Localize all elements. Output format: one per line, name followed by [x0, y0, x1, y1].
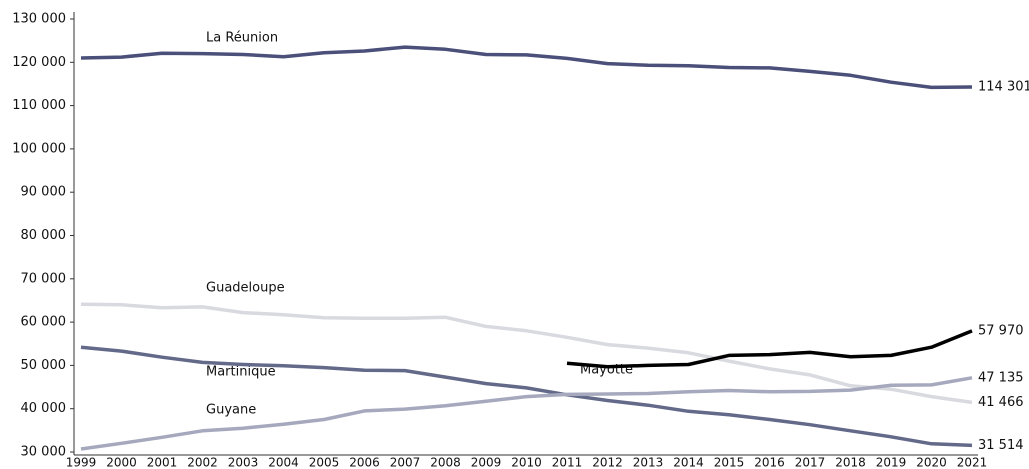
x-tick-label: 2020 — [916, 456, 947, 469]
series-label: Guadeloupe — [206, 281, 285, 296]
series-label: La Réunion — [206, 31, 278, 46]
series-line — [80, 45, 973, 90]
end-value-label: 31 514 — [978, 438, 1024, 453]
y-tick-label: 30 000 — [21, 445, 67, 460]
x-tick-label: 2002 — [187, 456, 218, 469]
end-value-label: 57 970 — [978, 323, 1024, 338]
x-tick-label: 2013 — [633, 456, 664, 469]
x-tick-label: 2016 — [754, 456, 785, 469]
x-tick-label: 2000 — [106, 456, 137, 469]
y-tick-label: 100 000 — [12, 141, 66, 156]
x-tick-label: 2014 — [673, 456, 704, 469]
series-line — [566, 329, 973, 369]
x-tick-label: 2001 — [147, 456, 178, 469]
end-value-label: 41 466 — [978, 395, 1024, 410]
y-tick-label: 130 000 — [12, 12, 66, 27]
y-tick-label: 110 000 — [12, 98, 66, 113]
y-tick-label: 80 000 — [21, 228, 67, 243]
x-tick-label: 1999 — [66, 456, 97, 469]
y-tick-label: 120 000 — [12, 55, 66, 70]
y-tick-label: 40 000 — [21, 401, 67, 416]
y-tick-label: 60 000 — [21, 315, 67, 330]
series-line — [80, 302, 973, 405]
x-tick-label: 2004 — [268, 456, 299, 469]
y-tick-label: 70 000 — [21, 271, 67, 286]
y-tick-label: 90 000 — [21, 185, 67, 200]
x-tick-label: 2019 — [876, 456, 907, 469]
x-tick-label: 2007 — [390, 456, 421, 469]
y-tick-label: 50 000 — [21, 358, 67, 373]
x-tick-label: 2021 — [957, 456, 988, 469]
series-label: Martinique — [206, 365, 276, 380]
x-tick-label: 2003 — [228, 456, 259, 469]
x-tick-label: 2006 — [349, 456, 380, 469]
series-label: Guyane — [206, 403, 256, 418]
x-tick-label: 2011 — [552, 456, 583, 469]
end-value-label: 114 301 — [978, 79, 1029, 94]
x-tick-label: 2018 — [835, 456, 866, 469]
x-tick-label: 2012 — [592, 456, 623, 469]
x-tick-label: 2017 — [795, 456, 826, 469]
x-tick-label: 2005 — [309, 456, 340, 469]
x-tick-label: 2009 — [471, 456, 502, 469]
x-tick-label: 2008 — [430, 456, 461, 469]
x-tick-label: 2010 — [511, 456, 542, 469]
series-line — [80, 376, 973, 451]
series-line — [80, 345, 973, 448]
x-tick-label: 2015 — [714, 456, 745, 469]
end-value-label: 47 135 — [978, 370, 1024, 385]
